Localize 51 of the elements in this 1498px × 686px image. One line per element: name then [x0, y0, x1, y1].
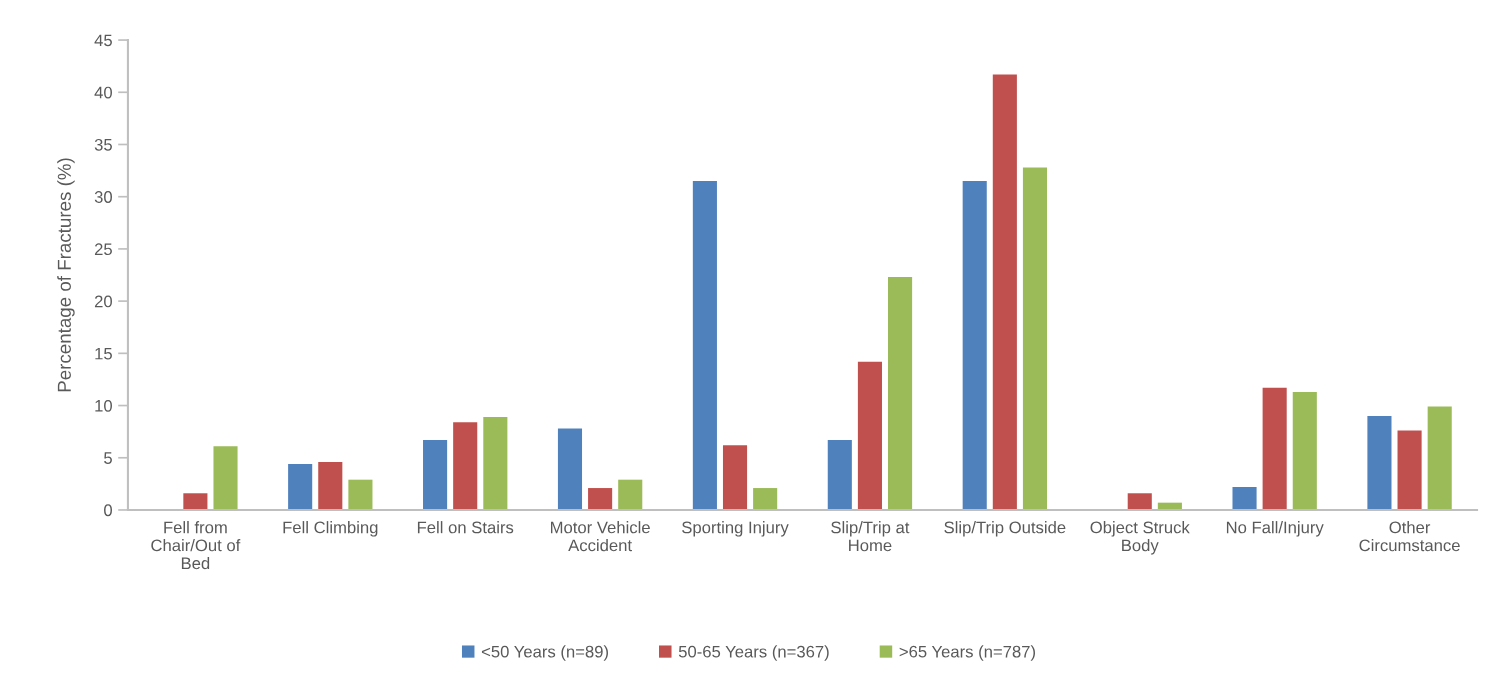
bar [722, 445, 748, 510]
bar [888, 277, 913, 510]
bar [1367, 415, 1392, 510]
bar [992, 74, 1017, 510]
bar [618, 479, 643, 510]
bar [827, 440, 852, 510]
bar [1427, 406, 1452, 510]
x-tick-label: Motor Vehicle Accident [550, 521, 650, 552]
y-tick-label: 5 [104, 452, 112, 464]
legend-label: <50 Years (n=89) [481, 645, 608, 661]
bar [1022, 167, 1048, 510]
bar [1262, 387, 1287, 510]
bar [423, 440, 448, 510]
y-tick-label: 15 [95, 347, 112, 360]
y-tick-label: 30 [94, 191, 112, 203]
bar [588, 488, 613, 510]
y-tick-label: 0 [104, 504, 112, 517]
bar [692, 181, 717, 510]
y-axis-title: Percentage of Fractures (%) [57, 158, 75, 392]
bar [962, 181, 987, 510]
x-tick-label: Sporting Injury [682, 521, 789, 537]
bar [753, 488, 778, 510]
y-tick-label: 35 [94, 138, 112, 151]
bar [1232, 487, 1257, 510]
bar [1397, 430, 1422, 510]
bar [1292, 391, 1317, 510]
y-tick-label: 25 [94, 243, 112, 256]
x-tick-label: Fell on Stairs [417, 521, 514, 534]
bar [453, 422, 478, 510]
y-tick-label: 40 [94, 86, 112, 99]
x-tick-label: Fell Climbing [283, 521, 378, 537]
bar [318, 461, 343, 510]
bar [557, 428, 583, 510]
bar [483, 417, 508, 510]
bar [213, 446, 238, 510]
y-tick-label: 45 [94, 34, 112, 47]
bar [348, 479, 373, 510]
x-tick-label: Other Circumstance [1359, 521, 1460, 552]
bar [288, 464, 313, 510]
legend-label: >65 Years (n=787) [899, 645, 1036, 661]
bar [1127, 493, 1152, 510]
bar [183, 493, 208, 510]
legend-label: 50-65 Years (n=367) [678, 645, 829, 661]
x-tick-label: Fell from Chair/Out of Bed [151, 521, 241, 570]
x-tick-label: Slip/Trip at Home [831, 521, 910, 552]
x-tick-label: Slip/Trip Outside [944, 521, 1066, 537]
y-tick-label: 20 [94, 295, 112, 308]
x-tick-label: Object Struck Body [1090, 521, 1190, 555]
bar [857, 361, 882, 510]
x-tick-label: No Fall/Injury [1226, 521, 1324, 537]
y-tick-label: 10 [95, 399, 112, 412]
